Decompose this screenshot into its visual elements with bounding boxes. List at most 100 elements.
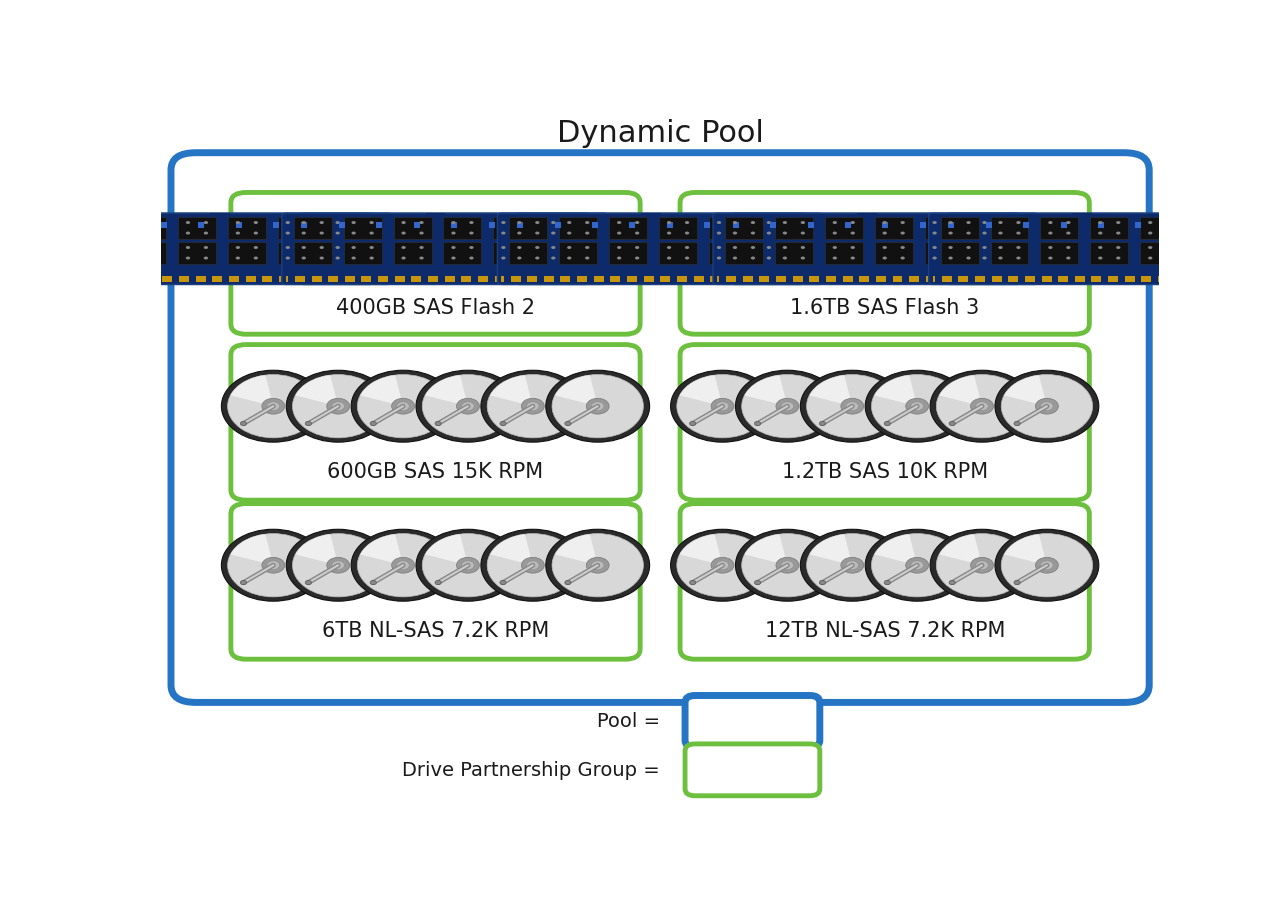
Circle shape <box>122 221 126 224</box>
Circle shape <box>716 402 729 410</box>
Circle shape <box>416 370 520 442</box>
Bar <box>653 277 661 282</box>
Bar <box>122 277 129 282</box>
Circle shape <box>1048 221 1052 224</box>
Circle shape <box>301 232 305 234</box>
Circle shape <box>322 221 326 224</box>
Circle shape <box>900 232 904 234</box>
Wedge shape <box>809 375 853 406</box>
Circle shape <box>984 246 989 249</box>
FancyBboxPatch shape <box>91 218 390 284</box>
Circle shape <box>998 232 1002 234</box>
Bar <box>255 277 263 282</box>
Circle shape <box>671 529 774 601</box>
FancyBboxPatch shape <box>394 242 431 264</box>
FancyBboxPatch shape <box>577 242 616 264</box>
Circle shape <box>717 232 721 234</box>
Circle shape <box>305 421 312 426</box>
FancyBboxPatch shape <box>824 216 863 239</box>
Text: 12TB NL-SAS 7.2K RPM: 12TB NL-SAS 7.2K RPM <box>765 621 1005 641</box>
Circle shape <box>371 232 376 234</box>
Circle shape <box>1016 246 1020 249</box>
Bar <box>667 223 672 228</box>
Bar <box>323 277 330 282</box>
Circle shape <box>751 232 755 234</box>
Bar <box>357 277 363 282</box>
Text: 1.6TB SAS Flash 3: 1.6TB SAS Flash 3 <box>790 298 979 318</box>
Circle shape <box>371 221 376 224</box>
Bar <box>1003 223 1010 228</box>
Wedge shape <box>809 534 853 565</box>
Circle shape <box>553 374 644 438</box>
Circle shape <box>39 246 43 249</box>
Bar <box>1091 213 1110 219</box>
FancyBboxPatch shape <box>562 216 599 239</box>
Bar <box>1218 277 1225 282</box>
FancyBboxPatch shape <box>246 242 283 264</box>
Bar <box>687 277 693 282</box>
Bar <box>933 277 1233 282</box>
Circle shape <box>353 246 358 249</box>
Bar <box>788 223 795 228</box>
Circle shape <box>138 232 142 234</box>
Bar <box>1060 223 1066 228</box>
Bar <box>544 223 550 228</box>
Wedge shape <box>425 534 468 565</box>
Bar <box>953 277 961 282</box>
Circle shape <box>204 232 209 234</box>
Circle shape <box>802 246 808 249</box>
Circle shape <box>1234 246 1238 249</box>
Bar <box>957 223 963 228</box>
Bar <box>1023 223 1029 228</box>
Circle shape <box>370 221 374 224</box>
FancyBboxPatch shape <box>1208 216 1245 239</box>
Bar <box>289 277 295 282</box>
Bar <box>1068 277 1075 282</box>
Bar <box>654 277 662 282</box>
Text: Dynamic Pool: Dynamic Pool <box>556 119 764 148</box>
FancyBboxPatch shape <box>461 216 500 239</box>
Circle shape <box>866 370 969 442</box>
Circle shape <box>1198 221 1202 224</box>
FancyBboxPatch shape <box>362 242 399 264</box>
Bar <box>139 277 146 282</box>
FancyBboxPatch shape <box>958 216 997 239</box>
Circle shape <box>1216 221 1220 224</box>
Circle shape <box>1200 257 1204 260</box>
Circle shape <box>104 246 108 249</box>
Circle shape <box>261 399 285 414</box>
Circle shape <box>1048 232 1052 234</box>
FancyBboxPatch shape <box>246 216 283 239</box>
Circle shape <box>733 232 737 234</box>
Bar <box>537 277 544 282</box>
Bar <box>572 277 578 282</box>
FancyBboxPatch shape <box>1158 242 1197 264</box>
Circle shape <box>122 246 126 249</box>
Circle shape <box>966 232 971 234</box>
Bar <box>787 277 793 282</box>
Wedge shape <box>361 534 403 565</box>
Circle shape <box>866 529 969 601</box>
Bar <box>970 277 978 282</box>
FancyBboxPatch shape <box>443 242 482 264</box>
Circle shape <box>153 257 158 260</box>
Bar <box>1052 277 1060 282</box>
Circle shape <box>1216 257 1220 260</box>
Circle shape <box>711 399 734 414</box>
FancyBboxPatch shape <box>1175 242 1212 264</box>
Bar <box>357 277 363 282</box>
FancyBboxPatch shape <box>775 216 813 239</box>
Bar <box>506 223 513 228</box>
Circle shape <box>537 246 541 249</box>
Circle shape <box>435 421 442 426</box>
Bar <box>389 277 397 282</box>
Bar <box>88 277 388 282</box>
FancyBboxPatch shape <box>1190 242 1227 264</box>
Circle shape <box>733 257 737 260</box>
FancyBboxPatch shape <box>497 213 805 285</box>
Circle shape <box>137 257 140 260</box>
Circle shape <box>1231 232 1236 234</box>
Bar <box>882 223 889 228</box>
Bar <box>304 277 603 282</box>
Circle shape <box>370 421 376 426</box>
